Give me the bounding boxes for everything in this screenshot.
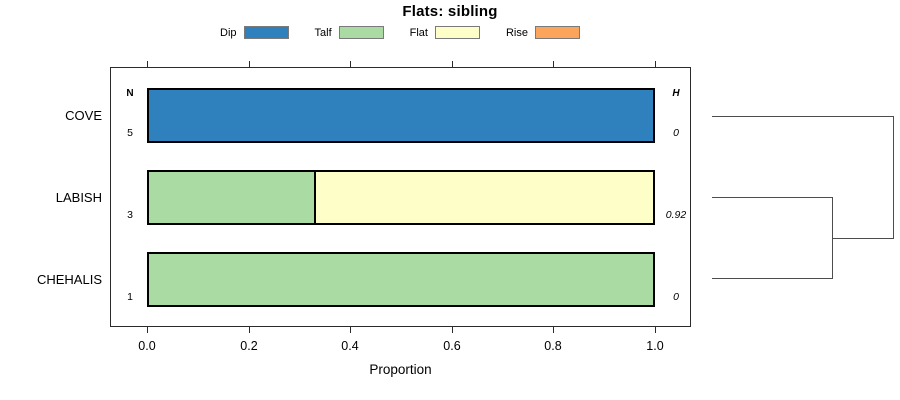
legend-swatch-flat <box>434 26 480 39</box>
x-tick-top <box>655 61 656 67</box>
legend-label: Rise <box>505 26 528 39</box>
x-tick-bottom <box>350 327 351 333</box>
x-tick-top <box>553 61 554 67</box>
dendrogram-branch-chehalis <box>712 278 833 279</box>
bar-cove <box>147 88 655 143</box>
chart-title: Flats: sibling <box>402 3 498 20</box>
h-value-chehalis: 0 <box>673 291 679 303</box>
dendrogram-join1-branch <box>832 238 893 239</box>
column-header-h: H <box>672 88 680 99</box>
x-tick-bottom <box>553 327 554 333</box>
legend: Dip Talf Flat Rise <box>220 26 580 39</box>
bar-chehalis <box>147 252 655 307</box>
x-tick-label: 1.0 <box>646 339 664 353</box>
bar-segment-talf <box>147 252 655 307</box>
bar-segment-talf <box>147 170 317 225</box>
dendrogram-branch-cove <box>712 116 893 117</box>
row-label-cove: COVE <box>65 107 102 123</box>
x-axis-title: Proportion <box>369 362 432 377</box>
legend-swatch-rise <box>535 26 580 39</box>
x-tick-top <box>147 61 148 67</box>
x-tick-label: 0.4 <box>341 339 359 353</box>
dendrogram-branch-labish <box>712 197 833 198</box>
dendrogram-join2-vertical <box>893 116 894 239</box>
column-header-n: N <box>126 88 134 99</box>
x-tick-label: 0.2 <box>240 339 258 353</box>
x-tick-top <box>249 61 250 67</box>
bar-segment-flat <box>314 170 655 225</box>
plot-box <box>110 67 691 327</box>
legend-label: Talf <box>314 26 332 39</box>
x-tick-top <box>452 61 453 67</box>
x-tick-label: 0.6 <box>443 339 461 353</box>
x-tick-bottom <box>655 327 656 333</box>
h-value-cove: 0 <box>673 127 679 139</box>
row-label-chehalis: CHEHALIS <box>36 271 102 287</box>
legend-label: Dip <box>220 26 237 39</box>
x-tick-label: 0.0 <box>138 339 156 353</box>
x-tick-bottom <box>249 327 250 333</box>
bar-segment-dip <box>147 88 655 143</box>
legend-swatch-talf <box>338 26 384 39</box>
bar-labish <box>147 170 655 225</box>
row-label-labish: LABISH <box>55 189 102 205</box>
legend-item-rise: Rise <box>506 26 580 39</box>
legend-label: Flat <box>409 26 428 39</box>
h-value-labish: 0.92 <box>665 209 687 221</box>
legend-item-dip: Dip <box>220 26 289 39</box>
n-value-cove: 5 <box>127 127 133 139</box>
x-tick-top <box>350 61 351 67</box>
x-tick-label: 0.8 <box>544 339 562 353</box>
legend-item-talf: Talf <box>315 26 384 39</box>
legend-item-flat: Flat <box>410 26 480 39</box>
n-value-labish: 3 <box>127 209 133 221</box>
x-tick-bottom <box>452 327 453 333</box>
x-tick-bottom <box>147 327 148 333</box>
n-value-chehalis: 1 <box>127 291 133 303</box>
legend-swatch-dip <box>243 26 289 39</box>
